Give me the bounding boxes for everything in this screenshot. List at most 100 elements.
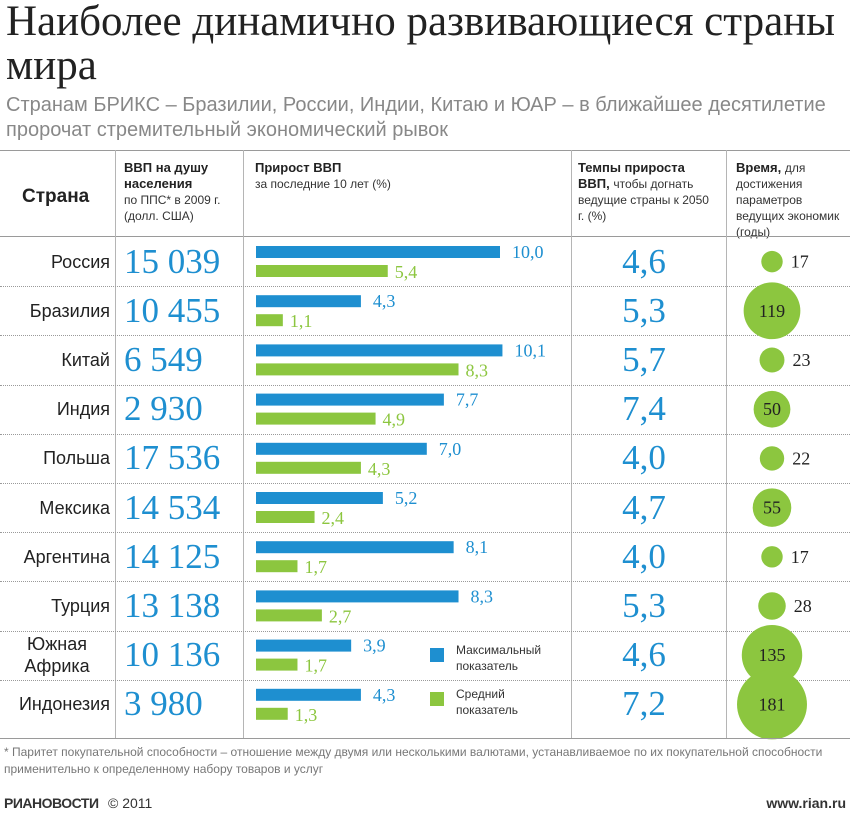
bar-avg-growth-label: 1,7 <box>304 656 327 676</box>
bar-avg-growth-label: 4,3 <box>368 459 391 479</box>
bar-avg-growth <box>256 363 459 376</box>
table-top-border <box>0 150 850 151</box>
years-label: 181 <box>759 694 786 714</box>
row-separator <box>0 434 850 435</box>
gdp-per-capita-value: 6 549 <box>124 340 203 379</box>
bar-avg-growth <box>256 314 283 327</box>
bar-max-growth <box>256 639 352 652</box>
gdp-per-capita-value: 13 138 <box>124 586 221 625</box>
years-label: 50 <box>763 399 781 419</box>
page-subtitle: Странам БРИКС – Бразилии, России, Индии,… <box>6 94 826 141</box>
row-separator <box>0 385 850 386</box>
gdp-per-capita-value: 17 536 <box>124 438 221 477</box>
legend-avg-label: Средний показатель <box>456 687 519 717</box>
country-name: Турция <box>51 596 110 616</box>
column-divider <box>243 150 244 738</box>
bar-max-growth-label: 7,7 <box>456 390 479 410</box>
bar-max-growth-label: 4,3 <box>373 291 396 311</box>
bar-max-growth-label: 8,3 <box>471 586 494 606</box>
bar-avg-growth <box>256 658 298 671</box>
required-growth-rate-value: 5,3 <box>622 586 666 625</box>
required-growth-rate-value: 5,7 <box>622 340 666 379</box>
required-growth-rate-value: 7,2 <box>622 684 666 723</box>
years-circle <box>758 592 786 620</box>
bar-max-growth <box>256 295 361 308</box>
years-label: 119 <box>759 301 785 321</box>
required-growth-rate-value: 7,4 <box>622 389 666 428</box>
required-growth-rate-value: 4,6 <box>622 635 666 674</box>
bar-avg-growth <box>256 265 388 277</box>
header-gdp: ВВП на душу населения по ППС* в 2009 г. … <box>124 160 236 224</box>
bar-avg-growth-label: 2,7 <box>329 606 352 626</box>
bar-avg-growth <box>256 560 298 573</box>
gdp-per-capita-value: 14 125 <box>124 537 221 576</box>
gdp-per-capita-value: 10 455 <box>124 291 221 330</box>
bar-max-growth <box>256 590 459 603</box>
header-growth: Прирост ВВП за последние 10 лет (%) <box>255 160 455 192</box>
years-circle <box>753 390 791 428</box>
page-title: Наиболее динамично развивающиеся страны … <box>6 0 836 89</box>
bar-max-growth-label: 7,0 <box>439 439 462 459</box>
bar-avg-growth-label: 8,3 <box>466 360 489 380</box>
required-growth-rate-value: 5,3 <box>622 291 666 330</box>
years-circle <box>761 250 783 273</box>
header-growth-sub: за последние 10 лет (%) <box>255 177 391 191</box>
years-circle <box>761 546 783 568</box>
country-name: Индия <box>56 399 110 419</box>
bar-max-growth <box>256 541 454 554</box>
years-label: 23 <box>792 350 810 370</box>
gdp-per-capita-value: 3 980 <box>124 684 203 723</box>
country-name: Индонезия <box>18 694 110 714</box>
ria-novosti-logo: РИАНОВОСТИ <box>4 795 99 811</box>
header-bottom-border <box>0 236 850 237</box>
row-separator <box>0 335 850 336</box>
years-label: 55 <box>763 498 781 518</box>
country-name: Польша <box>43 448 110 468</box>
bar-avg-growth <box>256 461 361 474</box>
header-gdp-sub: по ППС* в 2009 г. (долл. США) <box>124 193 221 223</box>
required-growth-rate-value: 4,0 <box>622 537 666 576</box>
legend-max-label: Максимальный показатель <box>456 643 542 673</box>
bar-avg-growth-label: 4,9 <box>383 410 406 430</box>
header-time: Время, для достижения параметров ведущих… <box>736 160 848 240</box>
country-name: Южная Африка <box>24 634 90 676</box>
years-circle <box>741 624 803 686</box>
column-divider <box>115 150 116 738</box>
country-name: Бразилия <box>29 301 110 321</box>
required-growth-rate-value: 4,6 <box>622 242 666 281</box>
bar-avg-growth-label: 1,7 <box>304 557 327 577</box>
row-separator <box>0 581 850 582</box>
bar-avg-growth-label: 1,1 <box>290 311 313 331</box>
header-time-title: Время, <box>736 160 782 175</box>
copyright: © 2011 <box>108 795 153 811</box>
bar-max-growth <box>256 688 361 701</box>
row-separator <box>0 286 850 287</box>
bar-avg-growth-label: 5,4 <box>395 262 418 282</box>
gdp-per-capita-value: 14 534 <box>124 488 221 527</box>
bar-max-growth-label: 4,3 <box>373 685 396 705</box>
header-rate-title: Темпы прироста ВВП, <box>578 160 685 191</box>
years-circle <box>737 669 807 740</box>
header-rate: Темпы прироста ВВП, чтобы догнать ведущи… <box>578 160 710 224</box>
years-label: 17 <box>791 547 809 567</box>
gdp-per-capita-value: 2 930 <box>124 389 203 428</box>
country-name: Китай <box>61 350 110 370</box>
row-separator <box>0 483 850 484</box>
legend-max-swatch <box>430 648 444 662</box>
site-link[interactable]: www.rian.ru <box>766 795 846 811</box>
bar-max-growth <box>256 442 427 455</box>
bar-max-growth-label: 10,1 <box>514 340 546 360</box>
row-separator <box>0 532 850 533</box>
country-name: Россия <box>50 252 110 272</box>
bar-max-growth-label: 5,2 <box>395 488 418 508</box>
bar-max-growth-label: 3,9 <box>363 636 386 656</box>
bar-avg-growth <box>256 412 376 425</box>
country-name: Аргентина <box>23 547 110 567</box>
legend-avg-swatch <box>430 692 444 706</box>
bar-avg-growth-label: 2,4 <box>322 508 345 528</box>
bar-max-growth <box>256 246 500 258</box>
bar-max-growth <box>256 492 383 504</box>
years-label: 22 <box>792 448 810 468</box>
header-gdp-title: ВВП на душу населения <box>124 160 209 191</box>
